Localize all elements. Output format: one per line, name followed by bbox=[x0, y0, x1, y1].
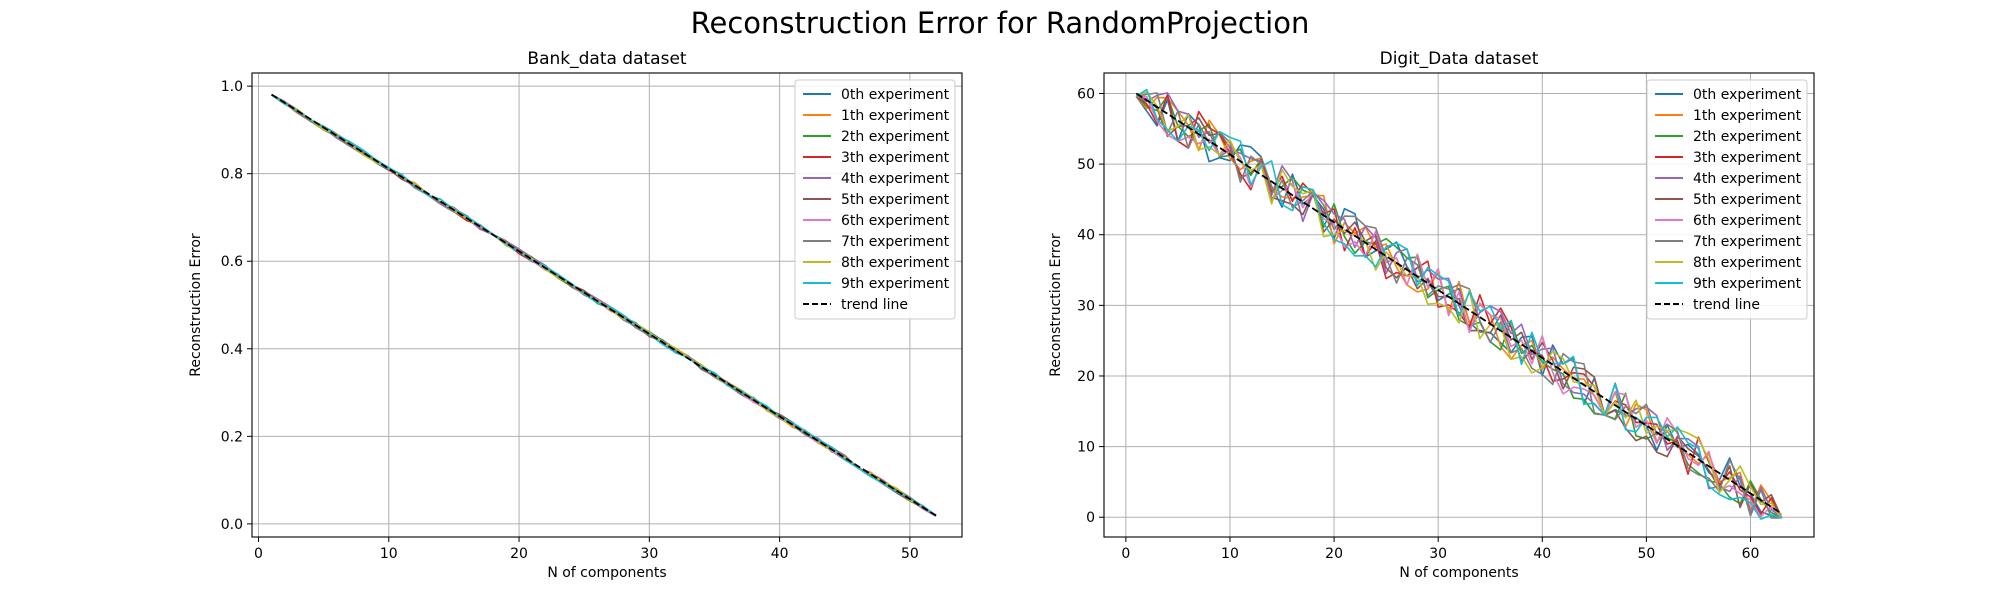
y-axis-label: Reconstruction Error bbox=[188, 233, 204, 377]
legend-label: 2th experiment bbox=[841, 129, 950, 145]
x-tick-label: 40 bbox=[771, 546, 789, 562]
legend-label: trend line bbox=[841, 297, 908, 313]
y-tick-label: 1.0 bbox=[221, 79, 243, 95]
x-axis-label: N of components bbox=[1399, 565, 1518, 581]
legend-label: 5th experiment bbox=[1693, 192, 1802, 208]
x-tick-label: 10 bbox=[380, 546, 398, 562]
y-tick-label: 50 bbox=[1077, 157, 1095, 173]
y-tick-label: 0.2 bbox=[221, 429, 243, 445]
subplot-digit-data: 0 10 20 30 40 50 60 0 10 20 30 40 50 60 Digit_Data dat… bbox=[1048, 49, 1815, 581]
legend-label: 6th experiment bbox=[1693, 213, 1802, 229]
trend-line bbox=[1135, 92, 1783, 515]
legend-label: 4th experiment bbox=[1693, 171, 1802, 187]
legend-label: 4th experiment bbox=[841, 171, 950, 187]
x-tick-label: 0 bbox=[254, 546, 263, 562]
x-tick-label: 30 bbox=[640, 546, 658, 562]
legend-label: 0th experiment bbox=[841, 87, 950, 103]
legend-label: 0th experiment bbox=[1693, 87, 1802, 103]
legend-label: 8th experiment bbox=[841, 255, 950, 271]
legend-box bbox=[794, 79, 956, 320]
legend-label: 5th experiment bbox=[841, 192, 950, 208]
y-tick-label: 0.8 bbox=[221, 167, 243, 183]
x-tick-label: 20 bbox=[1325, 546, 1343, 562]
y-axis-label: Reconstruction Error bbox=[1048, 233, 1064, 377]
ticks: 0 10 20 30 40 50 60 0 10 20 30 40 50 60 bbox=[1077, 86, 1759, 562]
y-tick-label: 0 bbox=[1086, 510, 1095, 526]
figure-suptitle: Reconstruction Error for RandomProjectio… bbox=[691, 6, 1310, 40]
x-tick-label: 50 bbox=[901, 546, 919, 562]
x-tick-label: 10 bbox=[1221, 546, 1239, 562]
y-tick-label: 20 bbox=[1077, 369, 1095, 385]
y-tick-label: 30 bbox=[1077, 298, 1095, 314]
plot-lines bbox=[271, 93, 937, 517]
trend-line bbox=[271, 93, 937, 517]
legend: 0th experiment 1th experiment 2th experime… bbox=[1646, 79, 1808, 320]
subplot-title: Digit_Data dataset bbox=[1380, 49, 1539, 69]
y-tick-label: 0.0 bbox=[221, 517, 243, 533]
y-tick-label: 40 bbox=[1077, 228, 1095, 244]
legend-label: 1th experiment bbox=[1693, 108, 1802, 124]
x-axis-label: N of components bbox=[547, 565, 666, 581]
x-tick-label: 30 bbox=[1429, 546, 1447, 562]
legend-label: 1th experiment bbox=[841, 108, 950, 124]
axes-frame bbox=[251, 72, 963, 538]
legend-label: 3th experiment bbox=[1693, 150, 1802, 166]
legend-label: 7th experiment bbox=[1693, 234, 1802, 250]
y-tick-label: 0.6 bbox=[221, 254, 243, 270]
y-tick-label: 0.4 bbox=[221, 342, 243, 358]
legend-label: 2th experiment bbox=[1693, 129, 1802, 145]
legend-label: trend line bbox=[1693, 297, 1760, 313]
y-tick-label: 10 bbox=[1077, 440, 1095, 456]
legend-label: 7th experiment bbox=[841, 234, 950, 250]
plot-lines bbox=[1135, 88, 1783, 520]
x-tick-label: 20 bbox=[510, 546, 528, 562]
legend: 0th experiment 1th experiment 2th experime… bbox=[794, 79, 956, 320]
x-tick-label: 0 bbox=[1121, 546, 1130, 562]
legend-label: 8th experiment bbox=[1693, 255, 1802, 271]
ticks: 0 10 20 30 40 50 0.0 0.2 0.4 0.6 0.8 1.0 bbox=[221, 79, 919, 562]
legend-box bbox=[1646, 79, 1808, 320]
x-tick-label: 40 bbox=[1533, 546, 1551, 562]
legend-label: 3th experiment bbox=[841, 150, 950, 166]
legend-label: 6th experiment bbox=[841, 213, 950, 229]
legend-label: 9th experiment bbox=[841, 276, 950, 292]
legend-label: 9th experiment bbox=[1693, 276, 1802, 292]
y-tick-label: 60 bbox=[1077, 86, 1095, 102]
x-tick-label: 60 bbox=[1742, 546, 1760, 562]
subplot-title: Bank_data dataset bbox=[527, 49, 687, 69]
subplot-bank-data: 0 10 20 30 40 50 0.0 0.2 0.4 0.6 0.8 1.0 Bank_data d… bbox=[188, 49, 963, 581]
series-line-9 bbox=[1135, 88, 1782, 520]
x-tick-label: 50 bbox=[1637, 546, 1655, 562]
